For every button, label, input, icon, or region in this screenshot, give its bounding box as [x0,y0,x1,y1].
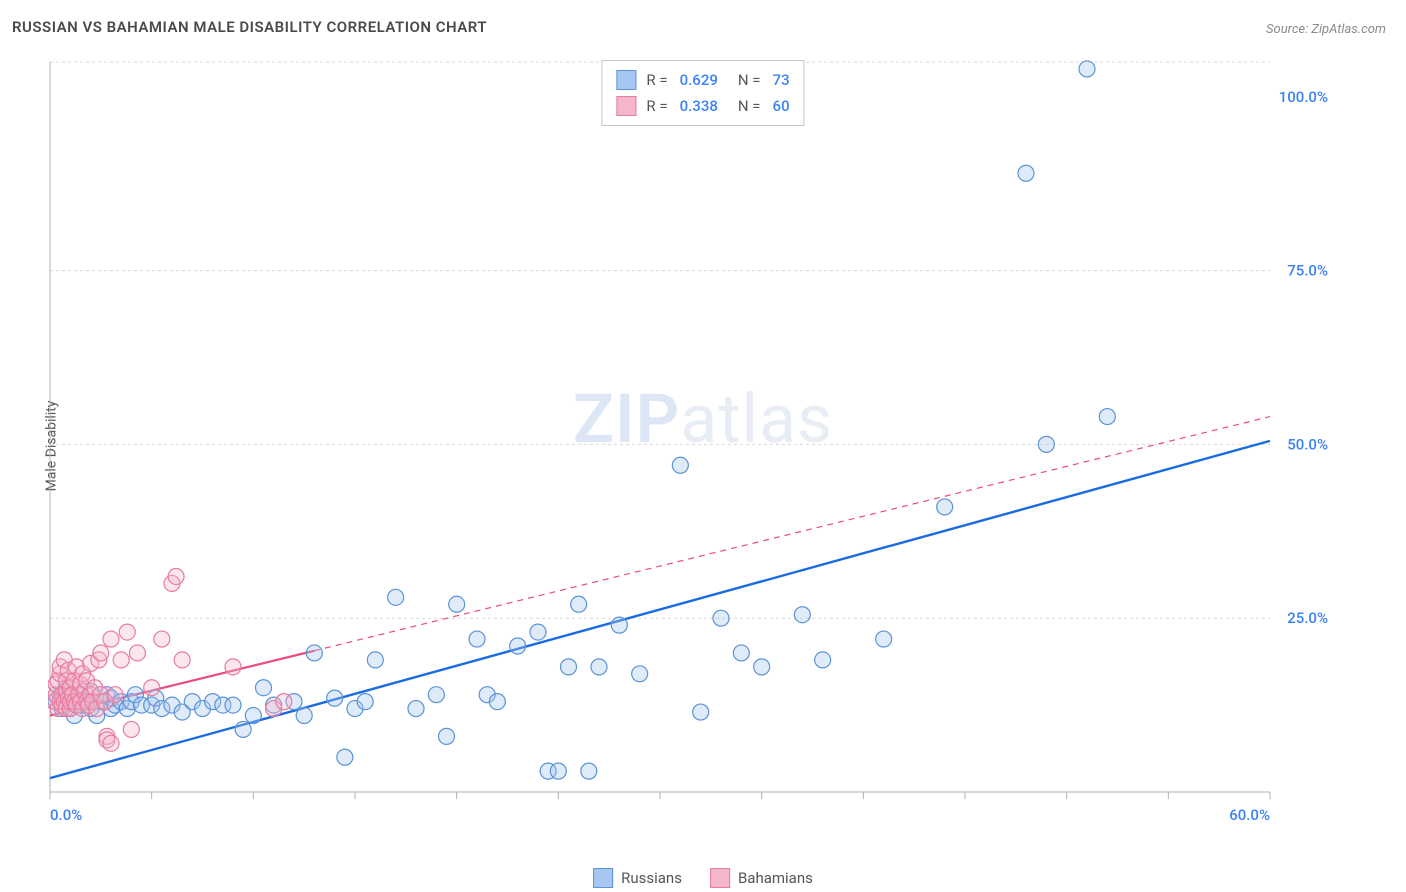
data-point [428,687,444,703]
data-point [408,701,424,717]
data-point [367,652,383,668]
legend-swatch-icon [710,868,730,888]
data-point [611,617,627,633]
data-point [581,763,597,779]
data-point [245,708,261,724]
trend-line-dashed [314,417,1270,651]
scatter-plot-svg: 0.0% 60.0% 25.0% 50.0% 75.0% 100.0% [48,56,1338,834]
data-point [123,721,139,737]
data-point [489,694,505,710]
legend-stat-row: R = 0.629 N = 73 [616,67,789,93]
data-point [306,645,322,661]
legend-swatch-icon [616,70,636,90]
plot-area: 0.0% 60.0% 25.0% 50.0% 75.0% 100.0% [48,56,1338,834]
data-point [754,659,770,675]
chart-title: RUSSIAN VS BAHAMIAN MALE DISABILITY CORR… [12,18,487,36]
data-point [561,659,577,675]
data-point [733,645,749,661]
data-point [327,690,343,706]
bottom-legend: Russians Bahamians [593,868,813,888]
data-point [591,659,607,675]
data-point [225,697,241,713]
data-point [876,631,892,647]
data-point [713,610,729,626]
bottom-legend-label: Russians [621,869,682,887]
y-tick-label: 100.0% [1279,88,1328,106]
data-point [672,457,688,473]
y-tick-label: 25.0% [1287,609,1328,627]
data-point [1038,436,1054,452]
data-point [439,728,455,744]
data-point [256,680,272,696]
data-point [276,694,292,710]
legend-n-label: N = [738,67,761,93]
data-point [103,631,119,647]
data-point [357,694,373,710]
data-point [174,652,190,668]
chart-container: RUSSIAN VS BAHAMIAN MALE DISABILITY CORR… [0,0,1406,892]
y-tick-label: 50.0% [1287,435,1328,453]
data-point [469,631,485,647]
data-point [154,631,170,647]
data-point [225,659,241,675]
data-point [235,721,251,737]
legend-statistics-box: R = 0.629 N = 73 R = 0.338 N = 60 [601,60,804,126]
bottom-legend-label: Bahamians [738,869,813,887]
data-point [449,596,465,612]
legend-stat-row: R = 0.338 N = 60 [616,93,789,119]
data-point [1018,165,1034,181]
data-point [113,652,129,668]
data-point [107,687,123,703]
data-point [296,708,312,724]
data-point [168,568,184,584]
legend-r-value: 0.629 [680,67,718,93]
legend-r-label: R = [646,93,667,119]
source-label: Source: ZipAtlas.com [1266,22,1386,37]
data-point [571,596,587,612]
legend-r-value: 0.338 [680,93,718,119]
data-point [337,749,353,765]
data-point [119,624,135,640]
data-point [1079,61,1095,77]
data-point [144,680,160,696]
data-point [632,666,648,682]
legend-swatch-icon [593,868,613,888]
data-point [815,652,831,668]
data-point [103,735,119,751]
legend-n-label: N = [738,93,761,119]
legend-r-label: R = [646,67,667,93]
data-point [693,704,709,720]
legend-n-value: 73 [773,67,790,93]
data-point [937,499,953,515]
x-tick-label: 60.0% [1229,806,1270,824]
bottom-legend-item: Russians [593,868,682,888]
legend-swatch-icon [616,96,636,116]
data-point [530,624,546,640]
bottom-legend-item: Bahamians [710,868,813,888]
y-tick-label: 75.0% [1287,262,1328,280]
data-point [510,638,526,654]
data-point [1099,409,1115,425]
data-point [550,763,566,779]
data-point [93,645,109,661]
data-point [388,589,404,605]
x-tick-label: 0.0% [50,806,82,824]
data-point [794,607,810,623]
legend-n-value: 60 [773,93,790,119]
data-point [129,645,145,661]
trend-line [50,441,1270,778]
